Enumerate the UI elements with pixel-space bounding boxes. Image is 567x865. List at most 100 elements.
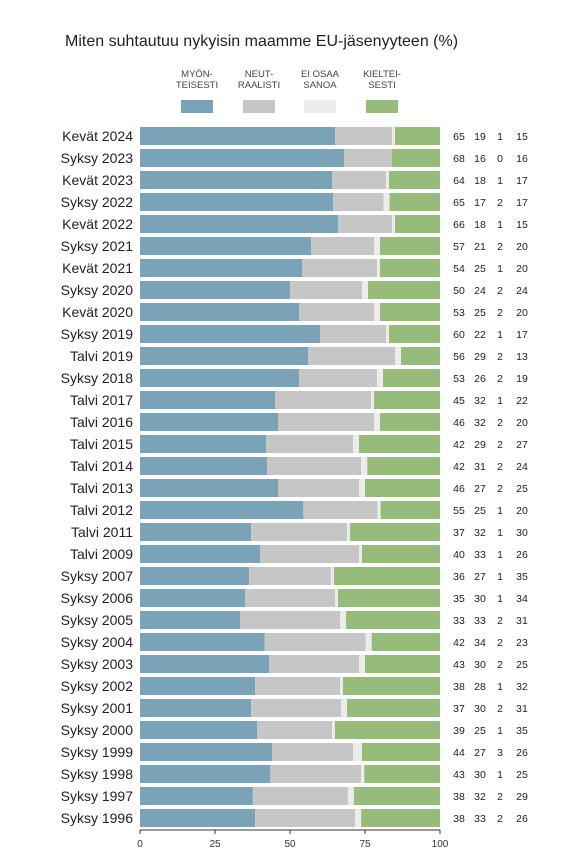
data-label: 65 — [453, 197, 465, 209]
bar-segment — [346, 611, 440, 629]
x-tick-label: 50 — [284, 839, 296, 850]
bar-segment — [353, 787, 440, 805]
bar-segment — [377, 259, 380, 277]
bar-segment — [302, 259, 377, 277]
data-label: 25 — [474, 725, 486, 737]
data-label: 34 — [516, 593, 528, 605]
bar-segment — [257, 721, 332, 739]
data-label: 44 — [453, 747, 465, 759]
data-label: 53 — [453, 307, 465, 319]
bar-row: Syksy 2000 39 25 1 35 — [61, 721, 528, 739]
data-label: 27 — [474, 747, 486, 759]
bar-segment — [374, 391, 440, 409]
bar-row: Talvi 2012 55 25 1 20 — [70, 501, 528, 519]
data-label: 27 — [474, 483, 486, 495]
data-label: 57 — [453, 241, 465, 253]
data-label: 45 — [453, 395, 465, 407]
data-label: 13 — [516, 351, 528, 363]
data-label: 31 — [516, 615, 528, 627]
bar-row: Syksy 2018 53 26 2 19 — [61, 369, 528, 387]
legend-swatch — [181, 100, 213, 113]
bar-segment — [332, 721, 335, 739]
data-label: 2 — [497, 417, 503, 429]
bar-row: Kevät 2022 66 18 1 15 — [62, 215, 528, 233]
category-label: Talvi 2015 — [70, 436, 133, 452]
data-label: 17 — [516, 197, 528, 209]
category-label: Syksy 2018 — [61, 370, 134, 386]
bar-segment — [364, 765, 440, 783]
category-label: Syksy 2019 — [61, 326, 134, 342]
bar-row: Kevät 2021 54 25 1 20 — [62, 259, 528, 277]
bar-row: Syksy 1998 43 30 1 25 — [61, 765, 528, 783]
category-label: Syksy 2002 — [61, 678, 134, 694]
data-label: 1 — [497, 395, 503, 407]
data-label: 24 — [474, 285, 486, 297]
bar-row: Talvi 2019 56 29 2 13 — [70, 347, 528, 365]
category-label: Syksy 2001 — [61, 700, 134, 716]
bar-segment — [249, 567, 331, 585]
bar-segment — [333, 567, 440, 585]
bar-segment — [380, 501, 440, 519]
bar-segment — [353, 743, 362, 761]
x-tick-label: 0 — [137, 839, 143, 850]
data-label: 38 — [453, 813, 465, 825]
data-label: 54 — [453, 263, 465, 275]
bar-segment — [359, 545, 362, 563]
data-label: 2 — [497, 659, 503, 671]
data-label: 2 — [497, 197, 503, 209]
bar-segment — [140, 633, 265, 651]
data-label: 33 — [474, 549, 486, 561]
data-label: 34 — [474, 637, 486, 649]
data-label: 30 — [474, 703, 486, 715]
bar-segment — [333, 193, 384, 211]
bar-segment — [140, 809, 256, 827]
bar-segment — [299, 369, 377, 387]
category-label: Syksy 2006 — [61, 590, 134, 606]
data-label: 20 — [516, 263, 528, 275]
data-label: 1 — [497, 175, 503, 187]
bar-segment — [251, 523, 347, 541]
data-label: 25 — [516, 659, 528, 671]
x-axis: 0 25 50 75 100 — [137, 829, 449, 850]
data-label: 21 — [474, 241, 486, 253]
category-label: Kevät 2020 — [62, 304, 133, 320]
data-label: 22 — [516, 395, 528, 407]
data-label: 32 — [474, 417, 486, 429]
data-label: 2 — [497, 373, 503, 385]
bar-segment — [140, 369, 299, 387]
bar-segment — [140, 523, 251, 541]
bar-segment — [140, 193, 334, 211]
bar-row: Kevät 2023 64 18 1 17 — [62, 171, 528, 189]
data-label: 2 — [497, 483, 503, 495]
bar-segment — [140, 171, 332, 189]
bar-segment — [377, 369, 383, 387]
bar-segment — [389, 193, 440, 211]
bar-segment — [392, 127, 395, 145]
bar-segment — [311, 237, 374, 255]
data-label: 1 — [497, 527, 503, 539]
bar-segment — [367, 457, 440, 475]
data-label: 46 — [453, 483, 465, 495]
bar-row: Syksy 2022 65 17 2 17 — [61, 193, 528, 211]
bar-segment — [140, 501, 304, 519]
legend-swatch — [243, 100, 275, 113]
bar-segment — [335, 721, 440, 739]
bar-segment — [362, 743, 440, 761]
bar-row: Syksy 2023 68 16 0 16 — [61, 149, 528, 167]
data-label: 29 — [474, 439, 486, 451]
data-label: 68 — [453, 153, 465, 165]
data-label: 25 — [474, 505, 486, 517]
data-label: 2 — [497, 241, 503, 253]
bar-segment — [140, 787, 253, 805]
data-label: 66 — [453, 219, 465, 231]
data-label: 2 — [497, 615, 503, 627]
bar-segment — [392, 149, 440, 167]
bar-segment — [140, 743, 272, 761]
legend-label: SESTI — [368, 80, 395, 91]
data-label: 2 — [497, 813, 503, 825]
legend-label: NEUT- — [245, 69, 274, 80]
category-label: Kevät 2022 — [62, 216, 133, 232]
bar-segment — [371, 391, 374, 409]
data-label: 30 — [474, 593, 486, 605]
